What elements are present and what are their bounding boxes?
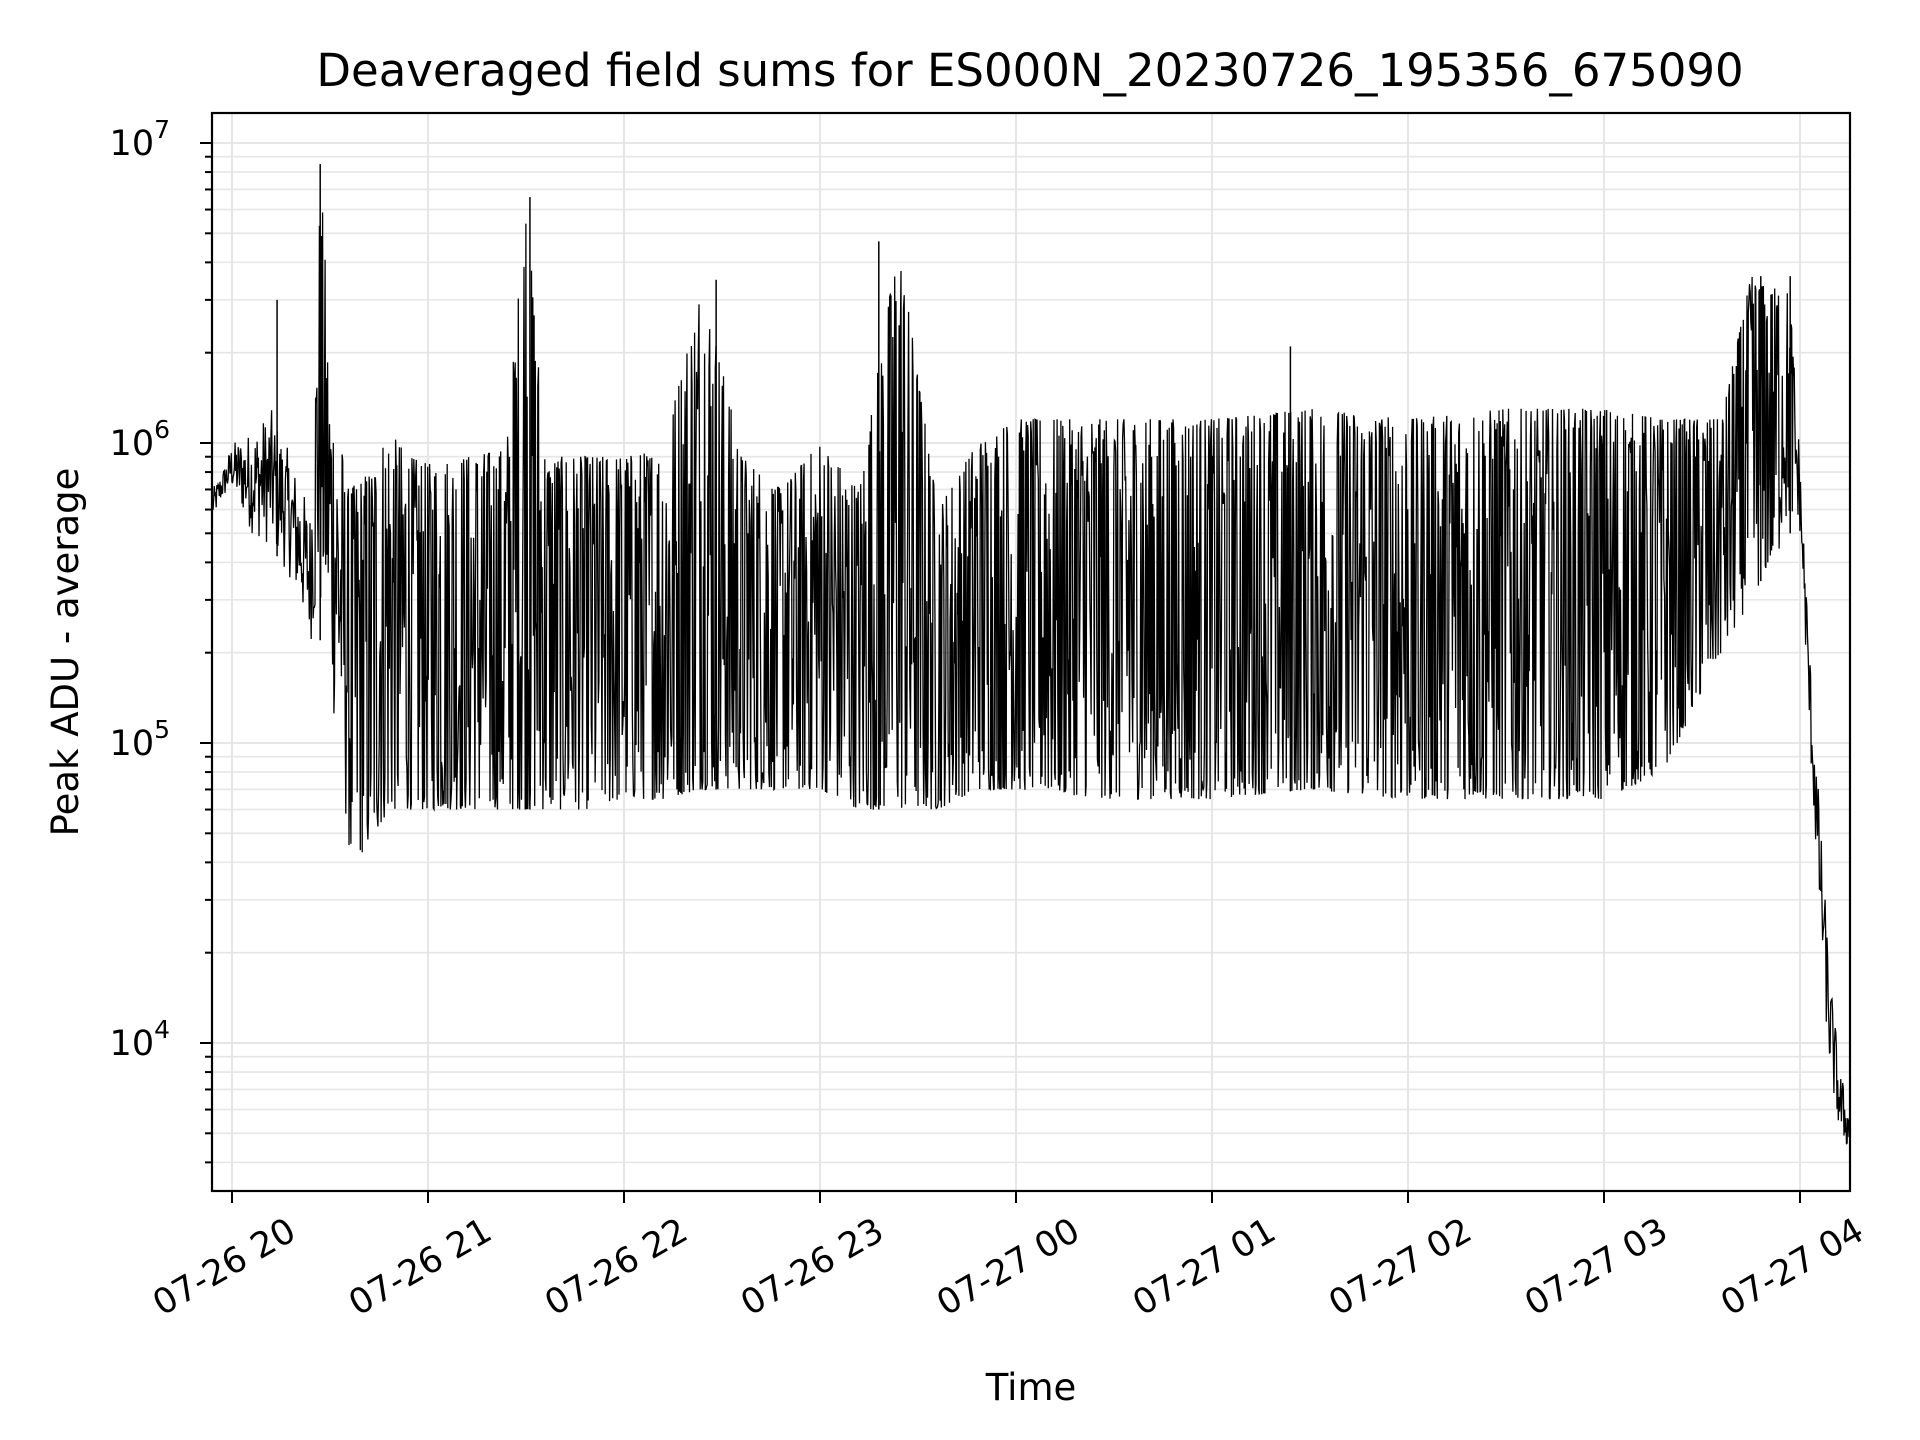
y-tick-label: 105 <box>110 715 170 764</box>
chart-title: Deaveraged field sums for ES000N_2023072… <box>316 44 1743 97</box>
y-tick-base: 10 <box>110 424 155 464</box>
y-tick-label: 104 <box>110 1015 170 1064</box>
y-tick-label: 107 <box>110 115 170 164</box>
y-tick-exponent: 5 <box>154 715 170 744</box>
y-tick-base: 10 <box>110 1024 155 1064</box>
series-path <box>211 212 1850 1145</box>
y-tick-exponent: 4 <box>154 1015 170 1044</box>
y-axis-label: Peak ADU - average <box>44 468 87 837</box>
y-tick-base: 10 <box>110 724 155 764</box>
y-tick-base: 10 <box>110 124 155 164</box>
y-tick-label: 106 <box>110 415 170 464</box>
series-line <box>211 164 1850 1145</box>
x-axis-label: Time <box>985 1366 1077 1409</box>
y-tick-exponent: 6 <box>154 415 170 444</box>
y-tick-exponent: 7 <box>154 115 170 144</box>
